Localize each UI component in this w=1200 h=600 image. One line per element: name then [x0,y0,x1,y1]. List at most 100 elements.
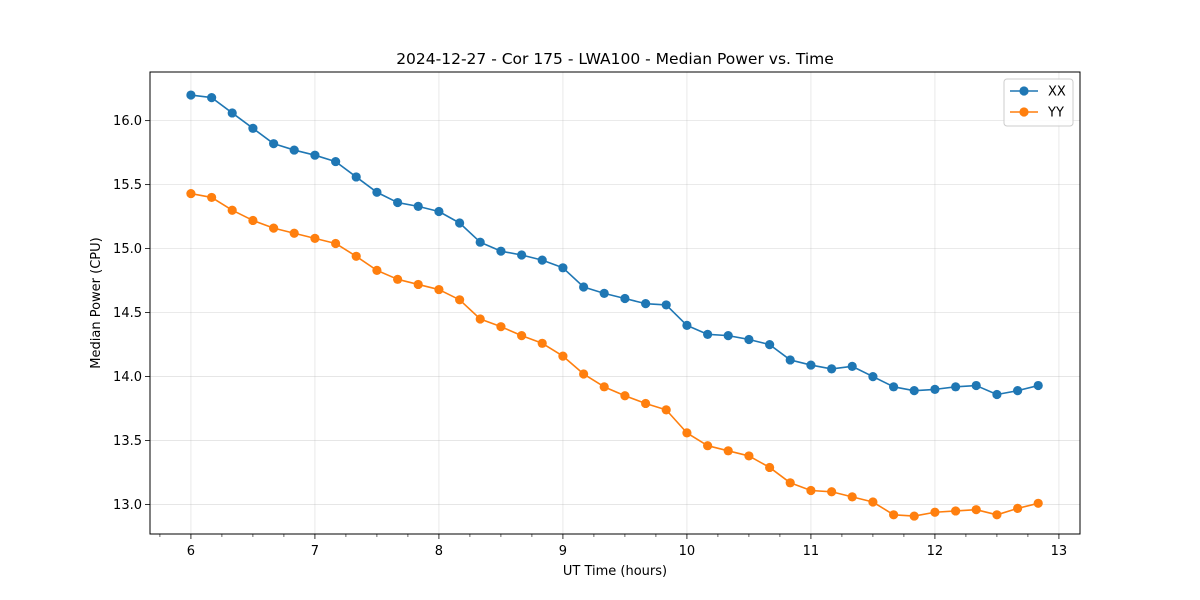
data-point-xx [889,382,899,392]
data-point-xx [186,90,196,100]
data-point-xx [1013,386,1023,396]
series-yy [186,188,1043,521]
data-point-yy [227,205,237,215]
x-tick-label: 7 [311,544,319,559]
data-point-xx [579,282,589,292]
y-tick-label: 16.0 [113,114,142,129]
chart-title: 2024-12-27 - Cor 175 - LWA100 - Median P… [396,50,834,68]
data-point-xx [413,201,423,211]
y-axis-label: Median Power (CPU) [89,237,104,368]
data-point-xx [289,145,299,155]
data-point-yy [909,511,919,521]
data-point-xx [248,123,258,133]
data-point-yy [331,238,341,249]
data-point-yy [517,331,527,341]
data-point-yy [847,492,857,502]
data-point-xx [703,329,713,339]
data-point-xx [207,93,217,103]
data-point-xx [971,380,981,391]
data-point-yy [207,192,217,203]
data-point-xx [744,334,754,345]
data-point-xx [723,331,733,341]
legend-marker [1019,86,1029,96]
data-point-yy [351,251,361,261]
data-point-xx [599,288,609,298]
data-point-yy [455,295,465,305]
data-point-yy [1033,498,1043,508]
data-point-xx [331,156,341,167]
data-point-xx [517,250,527,260]
legend-label: XX [1048,85,1066,100]
data-point-yy [930,507,940,517]
data-point-yy [827,487,837,497]
data-point-xx [434,206,444,217]
series-layer [186,90,1043,521]
data-point-xx [537,255,547,265]
data-point-xx [227,108,237,118]
y-tick-label: 13.5 [113,434,142,449]
data-point-yy [744,451,754,461]
y-tick-label: 15.5 [113,178,142,193]
data-point-yy [496,322,506,332]
axis-ticks: 6 7 8 9 10 11 12 13 13.0 13.5 14.0 14.5 15.0 15.5 16.0 [113,114,1067,559]
data-point-xx [661,300,671,310]
data-point-xx [868,371,878,382]
legend-marker [1019,107,1029,117]
legend: XX YY [1003,78,1074,127]
data-point-yy [992,510,1002,520]
y-tick-label: 14.5 [113,306,142,321]
data-point-xx [1033,380,1043,391]
plot-frame [149,71,1081,535]
data-point-yy [372,265,382,275]
data-point-yy [186,188,196,199]
data-point-xx [785,355,795,365]
data-point-yy [579,369,589,379]
x-tick-label: 12 [927,544,944,559]
series-xx [186,90,1043,400]
data-point-yy [785,478,795,488]
data-point-xx [455,218,465,228]
data-point-yy [620,391,630,401]
data-point-yy [703,441,713,451]
data-point-yy [393,274,403,284]
y-tick-label: 15.0 [113,242,142,257]
data-point-yy [889,510,899,520]
data-point-xx [765,339,775,350]
data-point-yy [599,382,609,392]
data-point-xx [496,246,506,256]
data-point-yy [269,223,279,233]
data-point-xx [682,320,692,330]
data-point-xx [806,360,816,370]
legend-label: YY [1047,106,1064,121]
x-tick-label: 8 [435,544,443,559]
data-point-xx [393,197,403,208]
data-point-xx [909,386,919,396]
data-point-yy [682,428,692,438]
data-point-yy [289,228,299,238]
data-point-xx [620,293,630,304]
data-point-yy [434,284,444,295]
y-tick-label: 14.0 [113,370,142,385]
data-point-xx [992,389,1002,400]
data-point-yy [537,338,547,348]
data-point-yy [310,233,320,243]
data-point-xx [847,361,857,371]
data-point-xx [558,263,568,273]
x-tick-label: 9 [559,544,567,559]
data-point-yy [868,497,878,507]
data-point-yy [558,351,568,361]
data-point-yy [641,398,651,409]
x-tick-label: 13 [1051,544,1068,559]
data-point-yy [248,215,258,226]
data-point-yy [475,314,485,324]
data-point-xx [951,382,961,392]
data-point-yy [723,446,733,456]
data-point-yy [806,485,816,496]
grid-lines [150,72,1080,534]
data-point-xx [641,299,651,309]
data-point-xx [372,187,382,197]
legend-entry-xx: XX [1010,85,1066,100]
y-tick-label: 13.0 [113,498,142,513]
